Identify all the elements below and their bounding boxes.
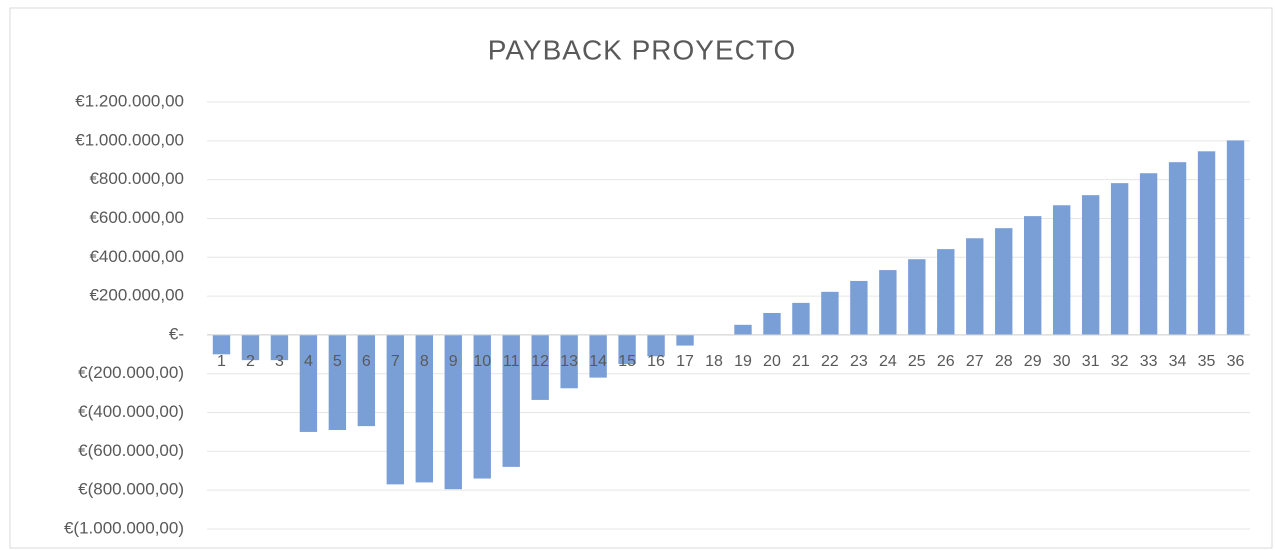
x-tick-label: 28 [995,353,1013,370]
bar [995,228,1013,335]
bar [560,334,578,389]
x-tick-label: 16 [647,353,665,370]
x-tick-label: 5 [333,353,342,370]
bar [966,238,984,335]
x-tick-label: 25 [908,353,926,370]
bar [415,334,433,483]
x-tick-label: 17 [676,353,694,370]
bar [1052,205,1071,335]
bar [328,334,347,431]
x-tick-label: 6 [362,353,371,370]
x-tick-label: 1 [217,353,226,370]
x-tick-label: 36 [1227,353,1245,370]
x-tick-label: 7 [391,353,400,370]
x-tick-label: 20 [763,353,781,370]
x-tick-label: 15 [618,353,636,370]
bar [879,270,897,335]
bar [763,312,781,335]
bar [1110,183,1129,335]
y-tick-label: €1.000.000,00 [75,130,184,149]
bar [937,249,955,335]
y-tick-label: €1.200.000,00 [75,91,184,110]
x-tick-label: 32 [1111,353,1129,370]
bar [618,334,636,365]
bar [212,334,231,355]
x-tick-label: 10 [473,353,491,370]
y-tick-label: €400.000,00 [89,247,184,266]
bar [502,334,520,467]
x-tick-label: 33 [1140,353,1158,370]
bar [792,302,810,335]
bar [473,334,491,479]
bar [821,291,839,335]
x-tick-label: 14 [589,353,607,370]
x-tick-label: 31 [1082,353,1100,370]
bar [1024,216,1042,335]
bar [589,334,607,378]
y-tick-label: €800.000,00 [89,169,184,188]
x-tick-label: 2 [246,353,255,370]
y-tick-label: €(200.000,00) [78,363,184,382]
bar [1081,195,1100,335]
x-tick-label: 18 [705,353,723,370]
y-tick-label: €(400.000,00) [78,402,184,421]
bar [1139,173,1158,335]
bar [676,334,694,346]
x-tick-label: 12 [531,353,549,370]
bar [1226,140,1245,335]
x-tick-label: 9 [449,353,458,370]
x-tick-label: 23 [850,353,868,370]
y-tick-label: €(600.000,00) [78,441,184,460]
x-tick-label: 4 [304,353,313,370]
y-tick-label: €(1.000.000,00) [64,518,184,537]
chart-title: PAYBACK PROYECTO [488,34,797,65]
x-tick-label: 11 [503,353,520,370]
x-tick-label: 29 [1024,353,1042,370]
bar [1197,151,1216,335]
bar [850,280,868,335]
x-tick-label: 34 [1169,353,1187,370]
bar [444,334,462,490]
y-tick-label: €200.000,00 [89,286,184,305]
bar [734,324,752,335]
bar [270,334,289,361]
bar [241,334,260,361]
bar [357,334,376,427]
x-tick-label: 22 [821,353,839,370]
y-tick-label: €600.000,00 [89,208,184,227]
y-tick-label: €(800.000,00) [78,480,184,499]
x-tick-label: 13 [560,353,578,370]
x-tick-label: 35 [1198,353,1216,370]
bar [299,334,318,432]
bar [1168,162,1187,335]
x-tick-label: 24 [879,353,897,370]
x-tick-label: 19 [734,353,752,370]
x-tick-label: 21 [792,353,810,370]
x-tick-label: 3 [275,353,284,370]
x-tick-label: 30 [1053,353,1071,370]
bar [647,334,665,357]
x-tick-label: 27 [966,353,984,370]
bar [908,259,926,335]
x-tick-label: 26 [937,353,955,370]
x-tick-label: 8 [420,353,429,370]
bar [531,334,549,400]
bar [386,334,405,485]
y-tick-label: €- [169,324,184,343]
